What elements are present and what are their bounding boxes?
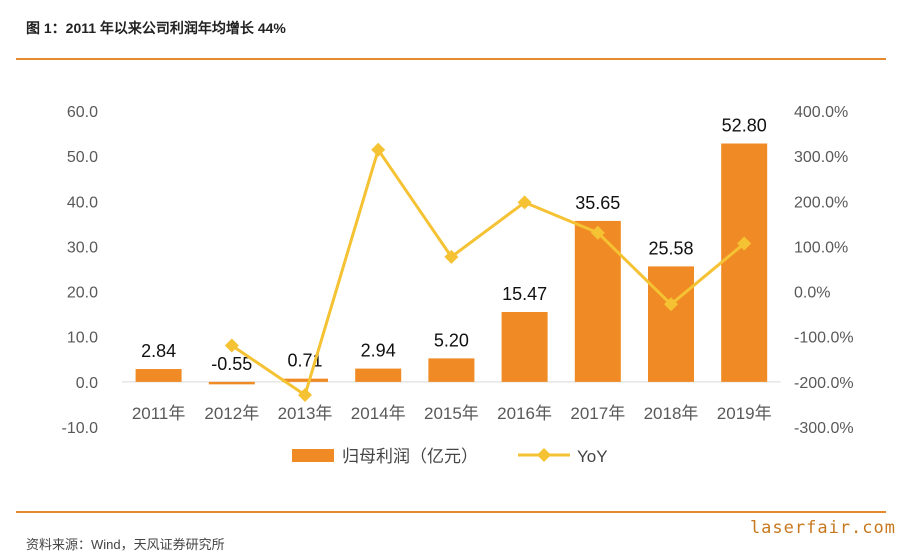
y-left-tick-label: 60.0 xyxy=(67,104,98,121)
y-right-tick-label: 200.0% xyxy=(794,194,848,211)
legend-line-label: YoY xyxy=(577,447,608,466)
bar xyxy=(282,378,328,382)
yoy-marker xyxy=(224,338,239,353)
bar-data-label: 35.65 xyxy=(575,193,620,213)
y-left-tick-label: 20.0 xyxy=(67,285,98,302)
bar-data-label: -0.55 xyxy=(211,354,252,374)
x-category-label: 2014年 xyxy=(351,404,406,423)
bottom-rule xyxy=(16,511,886,513)
bar-data-label: 5.20 xyxy=(434,330,469,350)
y-right-tick-label: 0.0% xyxy=(794,285,830,302)
x-category-label: 2012年 xyxy=(204,404,259,423)
bar xyxy=(721,143,768,382)
legend-bar-label: 归母利润（亿元） xyxy=(342,447,478,466)
x-category-label: 2016年 xyxy=(497,404,552,423)
yoy-marker xyxy=(590,225,605,240)
y-left-tick-label: -10.0 xyxy=(62,420,99,437)
bar xyxy=(501,312,548,382)
x-category-label: 2013年 xyxy=(278,404,333,423)
figure-title: 图 1：2011 年以来公司利润年均增长 44% xyxy=(26,20,286,36)
yoy-marker xyxy=(664,297,678,312)
watermark-text: laserfair.com xyxy=(749,518,896,538)
y-right-tick-label: 400.0% xyxy=(794,104,848,121)
bar xyxy=(428,358,475,382)
x-category-label: 2019年 xyxy=(717,404,772,423)
bar-data-label: 25.58 xyxy=(648,238,693,258)
y-left-tick-label: 50.0 xyxy=(67,149,98,166)
top-rule xyxy=(16,58,886,60)
y-left-tick-label: 40.0 xyxy=(67,194,98,211)
bar xyxy=(208,381,255,385)
source-note: 资料来源：Wind，天风证券研究所 xyxy=(26,537,225,552)
x-category-label: 2017年 xyxy=(570,404,625,423)
bar-data-label: 2.84 xyxy=(141,341,176,361)
bar xyxy=(574,220,621,382)
x-category-label: 2018年 xyxy=(644,404,699,423)
y-right-tick-label: 100.0% xyxy=(794,239,848,256)
bar xyxy=(135,369,182,382)
y-left-tick-label: 10.0 xyxy=(67,330,98,347)
y-right-tick-label: -300.0% xyxy=(794,420,854,437)
y-right-tick-label: -200.0% xyxy=(794,375,854,392)
y-right-tick-label: 300.0% xyxy=(794,149,848,166)
bar-data-label: 15.47 xyxy=(502,284,547,304)
yoy-line xyxy=(230,148,746,397)
y-left-tick-label: 0.0 xyxy=(76,375,98,392)
legend-line-marker xyxy=(537,448,551,462)
y-right-tick-label: -100.0% xyxy=(794,330,854,347)
x-category-label: 2015年 xyxy=(424,404,479,423)
yoy-marker xyxy=(737,236,752,251)
bar xyxy=(355,368,402,382)
yoy-marker xyxy=(444,249,459,264)
yoy-marker xyxy=(371,142,386,157)
yoy-marker xyxy=(517,195,532,210)
bar xyxy=(648,266,694,382)
bar-data-label: 2.94 xyxy=(361,341,396,361)
y-left-tick-label: 30.0 xyxy=(67,239,98,256)
x-category-label: 2011年 xyxy=(132,404,186,423)
bar-data-label: 52.80 xyxy=(722,116,767,136)
legend-bar-swatch xyxy=(292,449,334,462)
yoy-marker xyxy=(298,387,312,402)
